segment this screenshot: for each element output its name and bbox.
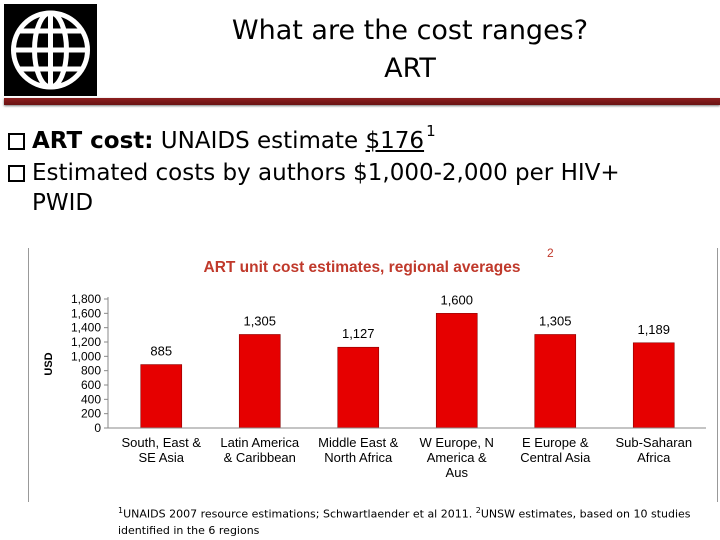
footnote-ref-1: 1 <box>118 506 124 515</box>
checkbox-bullet-icon <box>8 165 25 182</box>
checkbox-bullet-icon <box>8 133 25 150</box>
footnote-text-2: UNSW estimates, based on 10 studies <box>480 507 691 521</box>
bullet-art-cost: ART cost: UNAIDS estimate $176 1 <box>8 122 714 158</box>
footnote-text-3: identified in the 6 regions <box>118 523 260 537</box>
title-line-2: ART <box>384 53 436 84</box>
world-bank-logo <box>4 4 97 96</box>
bullet-estimated-costs: Estimated costs by authors $1,000-2,000 … <box>8 158 714 218</box>
chart-frame <box>28 248 718 502</box>
chart-footnote-ref: 2 <box>547 246 554 260</box>
title-line-1: What are the cost ranges? <box>231 15 589 46</box>
title-divider <box>4 98 720 105</box>
bullet-value: $176 <box>365 128 425 154</box>
slide-title: What are the cost ranges? ART <box>110 12 710 88</box>
footnote: 1UNAIDS 2007 resource estimations; Schwa… <box>118 503 718 539</box>
bullet-text: Estimated costs by authors $1,000-2,000 … <box>32 160 620 186</box>
bullet-text: UNAIDS estimate <box>153 128 366 154</box>
bullet-list: ART cost: UNAIDS estimate $176 1 Estimate… <box>8 122 714 218</box>
footnote-ref-2: 2 <box>475 506 481 515</box>
bullet-footnote-ref: 1 <box>426 122 436 140</box>
footnote-text-1: UNAIDS 2007 resource estimations; Schwar… <box>123 507 473 521</box>
bullet-text-continued: PWID <box>32 190 94 216</box>
bullet-bold-label: ART cost: <box>32 128 154 154</box>
globe-icon <box>11 10 90 90</box>
